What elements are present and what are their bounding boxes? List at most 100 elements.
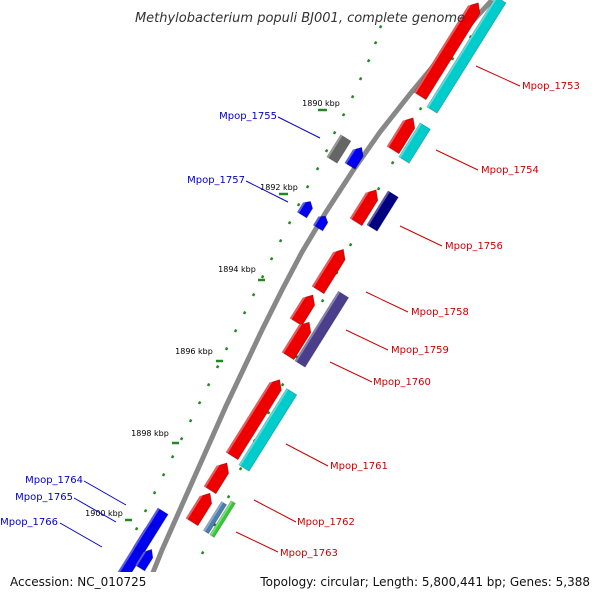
minor-tick (269, 256, 274, 261)
minor-tick (134, 526, 139, 531)
gene-mpop-1754[interactable] (386, 114, 419, 155)
gene-mpop-1758[interactable] (311, 246, 349, 295)
gene-mpop-1765[interactable] (134, 546, 156, 572)
gene-label-reverse[interactable]: Mpop_1764 (25, 475, 83, 486)
genome-stats-text: Topology: circular; Length: 5,800,441 bp… (259, 575, 590, 589)
feature-green-track[interactable] (209, 500, 236, 538)
gene-label-forward[interactable]: Mpop_1753 (522, 81, 580, 92)
leader-line (435, 149, 479, 171)
leader-line (345, 329, 389, 351)
minor-tick (212, 522, 217, 527)
gene-label-forward[interactable]: Mpop_1760 (373, 377, 431, 388)
minor-tick (278, 238, 283, 243)
minor-tick (390, 160, 395, 165)
minor-tick (143, 508, 148, 513)
gene-mpop-1756[interactable] (349, 186, 382, 227)
tick-label: 1896 kbp (175, 347, 213, 356)
footer-band (0, 572, 600, 600)
minor-tick (320, 298, 325, 303)
minor-tick (378, 24, 383, 29)
gene-label-forward[interactable]: Mpop_1761 (330, 461, 388, 472)
minor-tick (418, 106, 423, 111)
minor-tick (324, 148, 329, 153)
gene-mpop-1755-grey[interactable] (326, 134, 352, 164)
leader-line (277, 116, 321, 139)
minor-tick (226, 494, 231, 499)
leader-line (59, 522, 103, 548)
minor-tick (215, 364, 220, 369)
minor-tick (294, 354, 299, 359)
minor-tick (161, 472, 166, 477)
gene-mpop-1764[interactable] (132, 522, 158, 554)
leader-line (329, 361, 373, 383)
minor-tick (179, 436, 184, 441)
gene-label-reverse[interactable]: Mpop_1755 (219, 111, 277, 122)
gene-mpop-1757[interactable] (296, 199, 315, 219)
minor-tick (238, 466, 243, 471)
minor-tick (373, 40, 378, 45)
leader-line (73, 497, 117, 523)
leader-line (83, 480, 127, 506)
minor-tick (188, 418, 193, 423)
minor-tick (224, 346, 229, 351)
gene-label-forward[interactable]: Mpop_1759 (391, 345, 449, 356)
minor-tick (296, 202, 301, 207)
leader-line-layer (59, 65, 521, 553)
feature-slate-track[interactable] (294, 290, 350, 368)
gene-label-forward[interactable]: Mpop_1758 (411, 307, 469, 318)
minor-tick (376, 186, 381, 191)
minor-tick (341, 112, 346, 117)
gene-mpop-1757b[interactable] (312, 213, 330, 232)
minor-tick (197, 400, 202, 405)
minor-tick (287, 220, 292, 225)
gene-label-forward[interactable]: Mpop_1762 (297, 517, 355, 528)
gene-label-reverse[interactable]: Mpop_1765 (15, 492, 73, 503)
backbone-layer (139, 0, 494, 600)
gene-mpop-1755[interactable] (344, 144, 367, 170)
leader-line (475, 65, 521, 87)
minor-tick (332, 130, 337, 135)
tick-label: 1890 kbp (302, 99, 340, 108)
leader-line (365, 291, 409, 313)
minor-tick (206, 382, 211, 387)
tick-label: 1894 kbp (218, 265, 256, 274)
tick-label: 1898 kbp (131, 429, 169, 438)
minor-tick (315, 166, 320, 171)
gene-label-reverse[interactable]: Mpop_1766 (0, 517, 58, 528)
minor-tick (266, 410, 271, 415)
tick-label: 1900 kbp (85, 509, 123, 518)
minor-tick (260, 274, 265, 279)
feature-cyan-track[interactable] (426, 0, 507, 114)
gene-mpop-1762[interactable] (203, 459, 233, 495)
gene-label-layer: Mpop_1753 Mpop_1754 Mpop_1756 Mpop_1758 Mpop… (0, 81, 580, 559)
minor-tick (305, 184, 310, 189)
minor-tick (200, 550, 205, 555)
feature-cyan-track[interactable] (238, 387, 298, 472)
minor-tick (170, 454, 175, 459)
minor-tick (358, 76, 363, 81)
feature-steel-track[interactable] (202, 501, 228, 535)
accession-text: Accession: NC_010725 (10, 575, 146, 589)
gene-label-reverse[interactable]: Mpop_1757 (187, 175, 245, 186)
gene-label-forward[interactable]: Mpop_1754 (481, 165, 539, 176)
gene-mpop-1763[interactable] (185, 489, 216, 527)
minor-tick (350, 94, 355, 99)
leader-line (245, 180, 289, 203)
gene-mpop-1761[interactable] (225, 376, 286, 461)
minor-tick (242, 310, 247, 315)
leader-line (235, 531, 279, 553)
gene-label-forward[interactable]: Mpop_1763 (280, 548, 338, 559)
gene-label-forward[interactable]: Mpop_1756 (445, 241, 503, 252)
feature-cyan-track[interactable] (398, 122, 431, 164)
tick-label: 1892 kbp (260, 183, 298, 192)
gene-mpop-1753[interactable] (413, 0, 484, 101)
minor-tick (152, 490, 157, 495)
feature-navy-track[interactable] (366, 190, 399, 232)
minor-tick (450, 56, 455, 61)
gene-mpop-1759[interactable] (289, 291, 319, 327)
genome-backbone (139, 0, 494, 600)
minor-tick (348, 242, 353, 247)
gene-mpop-1760[interactable] (281, 318, 315, 361)
